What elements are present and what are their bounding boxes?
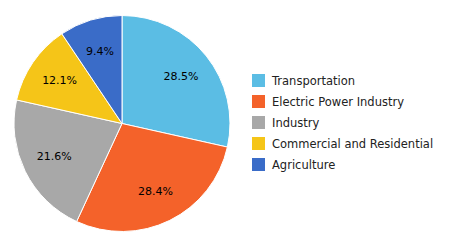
chart-container: 28.5% 28.4% 21.6% 12.1% 9.4% Transportation El… <box>0 0 474 247</box>
legend-swatch <box>252 116 265 129</box>
data-labels: 28.5% 28.4% 21.6% 12.1% 9.4% <box>37 45 199 198</box>
legend-swatch <box>252 95 265 108</box>
legend-label: Industry <box>272 116 319 130</box>
data-label: 21.6% <box>37 150 72 163</box>
legend-swatch <box>252 137 265 150</box>
chart-svg: 28.5% 28.4% 21.6% 12.1% 9.4% Transportation El… <box>0 0 474 247</box>
data-label: 28.4% <box>138 185 173 198</box>
legend-label: Commercial and Residential <box>272 137 433 151</box>
legend-swatch <box>252 158 265 171</box>
data-label: 9.4% <box>86 45 114 58</box>
legend-swatch <box>252 74 265 87</box>
pie-slice <box>62 15 122 123</box>
legend-label: Transportation <box>271 74 355 88</box>
pie <box>14 15 230 231</box>
legend: Transportation Electric Power Industry Ind… <box>252 74 433 172</box>
legend-label: Electric Power Industry <box>272 95 404 109</box>
legend-label: Agriculture <box>272 158 335 172</box>
data-label: 12.1% <box>42 74 77 87</box>
data-label: 28.5% <box>164 70 199 83</box>
